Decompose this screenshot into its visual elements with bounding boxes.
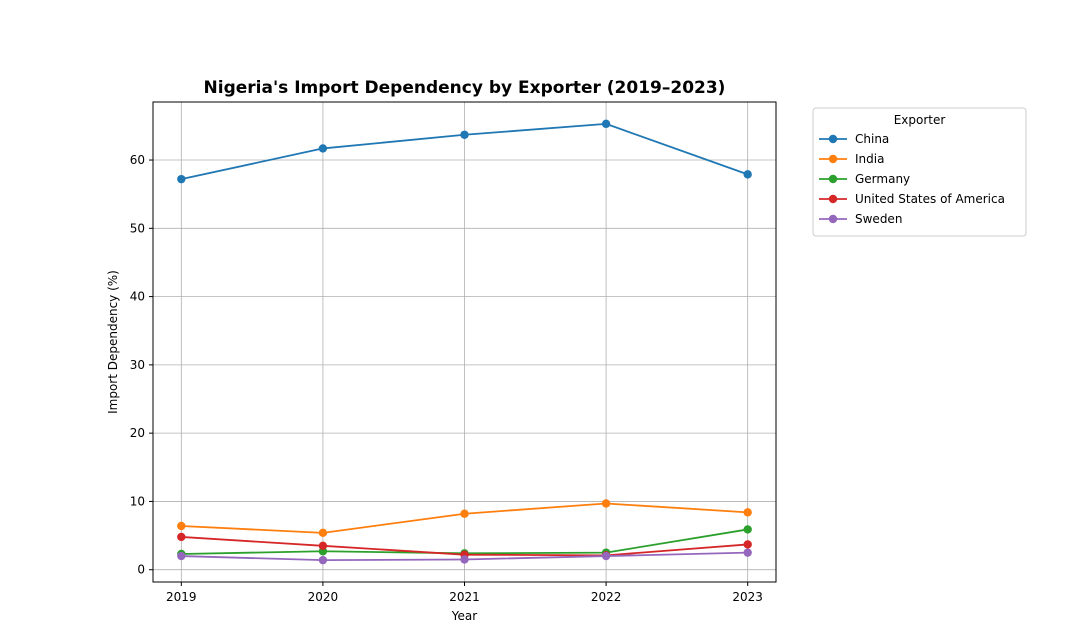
grid-lines bbox=[153, 102, 776, 582]
x-axis-ticks: 2019 2020 2021 2022 2023 bbox=[166, 582, 763, 604]
legend-box bbox=[812, 107, 1027, 237]
series-india bbox=[177, 499, 752, 538]
y-axis-ticks: 0 10 20 30 40 50 60 bbox=[130, 153, 153, 577]
legend-entry: United States of America bbox=[819, 192, 1005, 206]
legend-marker bbox=[828, 214, 838, 224]
y-tick-label: 10 bbox=[130, 494, 145, 508]
legend-marker bbox=[828, 134, 838, 144]
y-tick-label: 30 bbox=[130, 358, 145, 372]
legend-label: China bbox=[855, 132, 889, 146]
x-tick-label: 2022 bbox=[591, 590, 622, 604]
data-point bbox=[460, 509, 469, 518]
data-point bbox=[460, 555, 469, 564]
y-tick-label: 20 bbox=[130, 426, 145, 440]
x-axis-label: Year bbox=[451, 609, 477, 623]
data-point bbox=[743, 170, 752, 179]
x-tick-label: 2021 bbox=[449, 590, 480, 604]
y-tick-label: 60 bbox=[130, 153, 145, 167]
legend-title: Exporter bbox=[894, 113, 946, 127]
data-point bbox=[177, 521, 186, 531]
data-point bbox=[743, 540, 752, 549]
data-point bbox=[743, 525, 752, 534]
legend-entry: Germany bbox=[819, 172, 910, 186]
data-point bbox=[177, 551, 186, 561]
data-point bbox=[460, 130, 469, 139]
data-point bbox=[601, 119, 611, 129]
y-tick-label: 0 bbox=[137, 563, 145, 577]
legend-entries: China India Germany United States of Americ… bbox=[819, 132, 1005, 226]
data-point bbox=[318, 541, 328, 551]
data-point bbox=[318, 144, 328, 153]
data-point bbox=[318, 555, 328, 565]
data-point bbox=[177, 532, 186, 542]
y-tick-label: 50 bbox=[130, 221, 145, 235]
data-point bbox=[177, 174, 186, 184]
data-point bbox=[318, 528, 328, 538]
legend-entry: Sweden bbox=[819, 212, 902, 226]
y-tick-label: 40 bbox=[130, 290, 145, 304]
data-point bbox=[743, 508, 752, 517]
series-lines bbox=[177, 119, 752, 565]
data-point bbox=[601, 499, 611, 508]
legend-label: Sweden bbox=[855, 212, 902, 226]
legend-label: United States of America bbox=[855, 192, 1005, 206]
data-point bbox=[743, 548, 752, 557]
legend: Exporter China India Germany United States … bbox=[812, 107, 1027, 237]
legend-entry: India bbox=[819, 152, 884, 166]
legend-label: Germany bbox=[855, 172, 910, 186]
legend-entry: China bbox=[819, 132, 889, 146]
data-point bbox=[601, 551, 611, 561]
series-sweden bbox=[177, 548, 752, 565]
x-tick-label: 2020 bbox=[308, 590, 339, 604]
y-axis-label: Import Dependency (%) bbox=[106, 270, 120, 414]
legend-marker bbox=[828, 194, 838, 204]
legend-marker bbox=[828, 174, 838, 184]
legend-label: India bbox=[855, 152, 884, 166]
x-tick-label: 2019 bbox=[166, 590, 197, 604]
chart-title: Nigeria's Import Dependency by Exporter … bbox=[204, 78, 726, 98]
series-china bbox=[177, 119, 752, 184]
x-tick-label: 2023 bbox=[732, 590, 763, 604]
legend-marker bbox=[828, 154, 838, 164]
